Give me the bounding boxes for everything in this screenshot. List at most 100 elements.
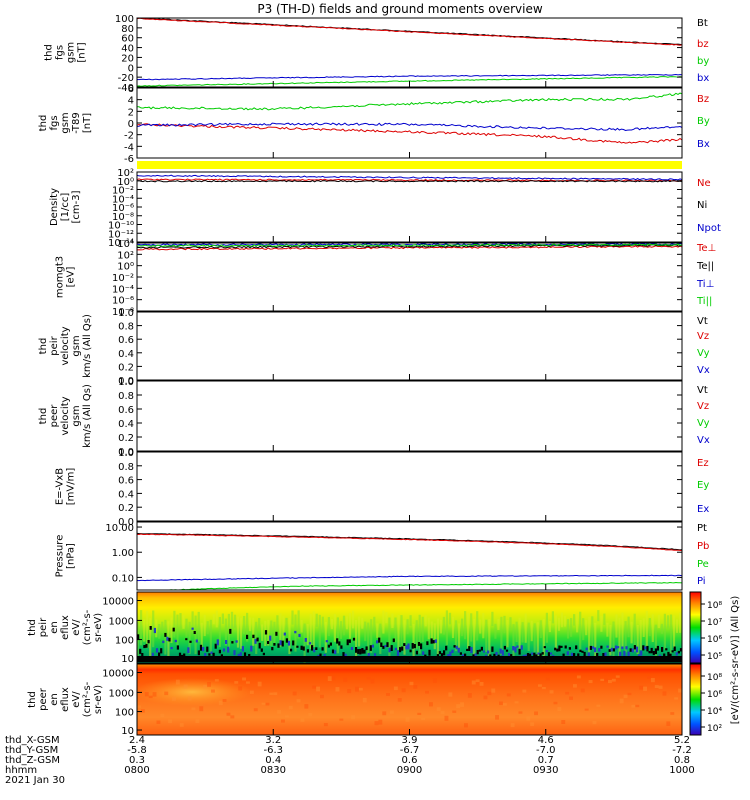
spectrogram-cell bbox=[300, 718, 305, 722]
spectrogram-cell bbox=[327, 644, 330, 648]
y-tick-label: 100 bbox=[115, 14, 134, 25]
spectrogram-cell bbox=[172, 697, 176, 701]
spectrogram-cell bbox=[230, 715, 235, 719]
spectrogram-cell bbox=[518, 648, 521, 655]
y-tick-label: -4 bbox=[124, 142, 134, 153]
spectrogram-cell bbox=[148, 695, 153, 699]
spectrogram-cell bbox=[677, 650, 680, 654]
spectrogram-cell bbox=[543, 646, 546, 649]
legend-entry: Ti|| bbox=[696, 296, 712, 307]
legend-entry: Vx bbox=[697, 365, 710, 376]
spectrogram-cell bbox=[444, 715, 449, 721]
spectrogram-cell bbox=[166, 636, 169, 641]
spectrogram-cell bbox=[384, 645, 387, 648]
spectrogram-cell bbox=[643, 686, 647, 691]
spectrogram-cell bbox=[313, 649, 316, 653]
spectrogram-cell bbox=[250, 645, 253, 652]
spectrogram-cell bbox=[262, 652, 265, 656]
spectrogram-cell bbox=[324, 621, 327, 653]
efield-yticks: 1.0 0.8 0.6 0.4 0.2 0.0 bbox=[118, 448, 682, 528]
y-tick-label: 10⁻⁶ bbox=[112, 296, 134, 307]
spectrogram-cell bbox=[218, 617, 221, 648]
spectrogram-cell bbox=[363, 649, 366, 654]
spectrogram-cell bbox=[526, 716, 531, 721]
spectrogram-cell bbox=[139, 648, 142, 654]
spectrogram-cell bbox=[352, 610, 355, 629]
spectrogram-cell bbox=[539, 653, 542, 658]
spectrogram-cell bbox=[427, 617, 430, 640]
spectrogram-cell bbox=[657, 614, 660, 629]
time-axis-value: 5.2 bbox=[674, 735, 690, 746]
spectrogram-cell bbox=[470, 613, 473, 642]
spectrogram-cell bbox=[405, 645, 408, 650]
spectrogram-cell bbox=[397, 698, 402, 702]
spectrogram-cell bbox=[176, 645, 179, 650]
fgs_dsl-ylabel-line: [nT] bbox=[82, 113, 93, 133]
spectrogram-cell bbox=[675, 652, 678, 656]
spectrogram-cell bbox=[672, 615, 676, 649]
spectrogram-cell bbox=[206, 646, 209, 652]
spectrogram-cell bbox=[648, 651, 651, 654]
fgs_dsl-panel bbox=[136, 87, 683, 159]
y-tick-label: 0.6 bbox=[118, 405, 134, 416]
spectrogram-cell bbox=[491, 688, 496, 693]
y-tick-label: 10000 bbox=[102, 597, 134, 608]
time-axis-value: 0.7 bbox=[538, 755, 554, 766]
spectrogram-cell bbox=[503, 645, 506, 650]
peer_spec-yticks: 10000 1000 100 10 bbox=[102, 669, 142, 737]
spectrogram-cell bbox=[188, 621, 191, 654]
spectrogram-cell bbox=[248, 654, 251, 658]
fgs-ylabel-line: [nT] bbox=[77, 42, 88, 62]
spectrogram-cell bbox=[551, 611, 554, 624]
spectrogram-cell bbox=[432, 678, 437, 683]
spectrogram-cell bbox=[675, 619, 679, 633]
spectrogram-cell bbox=[440, 653, 444, 657]
spectrogram-cell bbox=[161, 621, 164, 634]
spectrogram-cell bbox=[545, 612, 548, 643]
spectrogram-cell bbox=[246, 634, 249, 639]
spectrogram-cell bbox=[409, 681, 414, 686]
peer_velocity-ylabel-line: thd bbox=[38, 408, 49, 425]
spectrogram-cell bbox=[320, 694, 324, 699]
spectrogram-cell bbox=[183, 684, 188, 689]
peir_velocity-ylabel-line: gsm bbox=[71, 335, 82, 356]
spectrogram-cell bbox=[144, 692, 149, 697]
peir_velocity-panel bbox=[136, 311, 683, 381]
y-tick-label: 0.10 bbox=[112, 573, 134, 584]
spectrogram-cell bbox=[592, 720, 597, 725]
spectrogram-cell bbox=[361, 648, 364, 654]
spectrogram-cell bbox=[390, 710, 394, 714]
y-tick-label: 0.6 bbox=[118, 335, 134, 346]
spectrogram-cell bbox=[164, 691, 169, 696]
spectrogram-cell bbox=[583, 651, 586, 657]
spectrogram-cell bbox=[385, 612, 388, 624]
spectrogram-cell bbox=[520, 645, 523, 650]
time-axis-value: 3.9 bbox=[402, 735, 418, 746]
spectrogram-cell bbox=[565, 691, 570, 695]
efield-legend: Ez Ey Ex bbox=[697, 458, 709, 515]
spectrogram-cell bbox=[350, 647, 353, 651]
legend-entry: Vt bbox=[697, 385, 708, 396]
legend-entry: Pb bbox=[697, 541, 709, 552]
pressure-panel bbox=[136, 521, 683, 591]
spectrogram-cell bbox=[650, 647, 653, 654]
spectrogram-cell bbox=[576, 613, 579, 633]
spectrogram-cell bbox=[453, 645, 456, 648]
spectrogram-cell bbox=[548, 620, 551, 633]
spectrogram-cell bbox=[273, 621, 276, 646]
spectrogram-cell bbox=[678, 688, 682, 693]
y-tick-label: 10⁻¹⁰ bbox=[108, 221, 134, 232]
spectrogram-cell bbox=[226, 712, 231, 716]
spectrogram-cell bbox=[539, 620, 542, 638]
spectrogram-cell bbox=[143, 645, 146, 649]
spectrogram-cell bbox=[255, 621, 258, 654]
legend-entry: Vx bbox=[697, 435, 710, 446]
spectrogram-cell bbox=[538, 684, 542, 687]
spectrogram-cell bbox=[448, 692, 453, 697]
peir_spec-spectrogram bbox=[136, 591, 683, 664]
spectrogram-cell bbox=[342, 615, 346, 636]
spectrogram-cell bbox=[365, 646, 368, 651]
spectrogram-cell bbox=[396, 650, 400, 656]
spectrogram-cell bbox=[267, 641, 270, 644]
